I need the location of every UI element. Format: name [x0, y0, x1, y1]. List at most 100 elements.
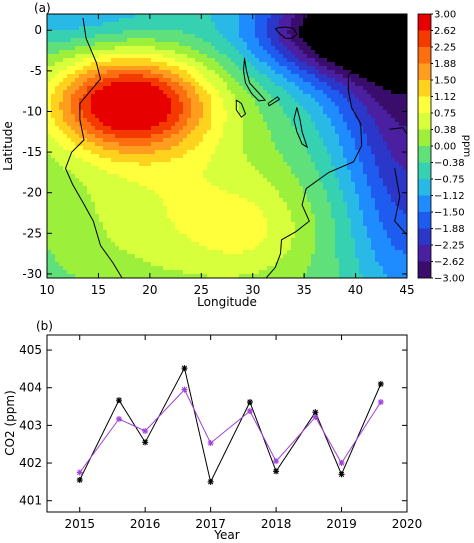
contour-cell [223, 98, 228, 103]
contour-cell [315, 146, 320, 151]
contour-cell [155, 190, 160, 195]
contour-cell [75, 206, 80, 211]
contour-cell [139, 26, 144, 31]
contour-cell [51, 110, 56, 115]
contour-cell [235, 146, 240, 151]
contour-cell [59, 18, 64, 23]
contour-cell [211, 150, 216, 155]
contour-cell [191, 166, 196, 171]
contour-cell [119, 206, 124, 211]
contour-cell [227, 254, 232, 259]
contour-cell [315, 230, 320, 235]
contour-cell [235, 34, 240, 39]
contour-cell [243, 46, 248, 51]
contour-cell [63, 78, 68, 83]
contour-cell [207, 206, 212, 211]
contour-cell [255, 230, 260, 235]
contour-cell [331, 242, 336, 247]
contour-cell [235, 238, 240, 243]
contour-cell [279, 70, 284, 75]
contour-cell [283, 94, 288, 99]
contour-cell [179, 138, 184, 143]
contour-cell [315, 94, 320, 99]
contour-cell [219, 50, 224, 55]
contour-cell [71, 90, 76, 95]
contour-cell [227, 274, 232, 278]
contour-cell [323, 138, 328, 143]
contour-cell [119, 22, 124, 27]
contour-cell [175, 162, 180, 167]
contour-cell [287, 26, 292, 31]
contour-cell [71, 38, 76, 43]
contour-cell [135, 142, 140, 147]
contour-cell [239, 238, 244, 243]
contour-cell [223, 130, 228, 135]
contour-cell [195, 86, 200, 91]
contour-cell [223, 174, 228, 179]
contour-cell [251, 134, 256, 139]
contour-cell [335, 66, 340, 71]
contour-cell [87, 186, 92, 191]
contour-cell [211, 142, 216, 147]
contour-cell [347, 34, 352, 39]
contour-cell [303, 158, 308, 163]
contour-cell [283, 166, 288, 171]
contour-cell [327, 270, 332, 275]
contour-cell [179, 206, 184, 211]
contour-cell [239, 182, 244, 187]
contour-cell [51, 82, 56, 87]
contour-cell [327, 242, 332, 247]
contour-cell [107, 74, 112, 79]
contour-cell [299, 34, 304, 39]
contour-cell [227, 126, 232, 131]
contour-cell [331, 134, 336, 139]
contour-cell [335, 110, 340, 115]
contour-cell [315, 170, 320, 175]
contour-cell [63, 122, 68, 127]
contour-cell [111, 226, 116, 231]
contour-cell [251, 262, 256, 267]
contour-cell [147, 182, 152, 187]
contour-cell [315, 238, 320, 243]
contour-cell [259, 170, 264, 175]
contour-cell [219, 74, 224, 79]
contour-cell [215, 102, 220, 107]
contour-cell [195, 210, 200, 215]
contour-cell [315, 186, 320, 191]
contour-cell [207, 266, 212, 271]
contour-cell [327, 18, 332, 23]
contour-cell [115, 238, 120, 243]
contour-cell [331, 254, 336, 259]
contour-cell [147, 90, 152, 95]
contour-cell [295, 18, 300, 23]
contour-cell [235, 26, 240, 31]
contour-cell [159, 110, 164, 115]
contour-cell [83, 114, 88, 119]
contour-cell [79, 66, 84, 71]
contour-cell [63, 110, 68, 115]
contour-cell [183, 242, 188, 247]
contour-cell [279, 46, 284, 51]
contour-cell [195, 98, 200, 103]
contour-cell [187, 90, 192, 95]
contour-cell [331, 226, 336, 231]
contour-cell [59, 146, 64, 151]
contour-cell [251, 190, 256, 195]
contour-cell [147, 122, 152, 127]
contour-cell [303, 66, 308, 71]
contour-cell [287, 34, 292, 39]
contour-cell [127, 194, 132, 199]
contour-cell [67, 246, 72, 251]
contour-cell [115, 186, 120, 191]
contour-cell [239, 142, 244, 147]
contour-cell [143, 102, 148, 107]
contour-cell [275, 230, 280, 235]
contour-cell [175, 198, 180, 203]
contour-cell [279, 214, 284, 219]
contour-cell [155, 58, 160, 63]
contour-cell [283, 134, 288, 139]
contour-cell [99, 130, 104, 135]
contour-cell [183, 226, 188, 231]
contour-cell [243, 170, 248, 175]
contour-cell [131, 130, 136, 135]
